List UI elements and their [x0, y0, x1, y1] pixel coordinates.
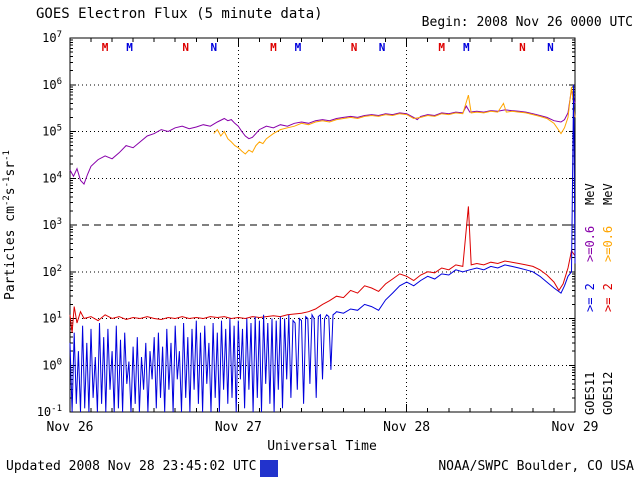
y-tick-label: 102 [42, 264, 62, 279]
satellite-noon-marker: N [547, 41, 554, 54]
series-goes11-2-mev [69, 84, 576, 413]
x-tick-label: Nov 28 [383, 420, 430, 435]
satellite-midnight-marker: M [102, 41, 109, 54]
satellite-noon-marker: N [210, 41, 217, 54]
satellite-noon-marker: N [379, 41, 386, 54]
y-tick-label: 10-1 [37, 404, 62, 419]
satellite-midnight-marker: M [438, 41, 445, 54]
y-tick-label: 104 [42, 170, 62, 185]
series-goes11-0-6-mev [69, 89, 576, 186]
y-tick-label: 107 [42, 30, 62, 45]
y-tick-label: 101 [42, 311, 62, 326]
satellite-noon-marker: N [182, 41, 189, 54]
series-goes12-2-mev [69, 206, 576, 333]
x-tick-label: Nov 26 [47, 420, 94, 435]
legend-satellite-label: GOES11 [583, 372, 597, 415]
begin-timestamp: Begin: 2008 Nov 26 0000 UTC [422, 15, 633, 30]
x-tick-label: Nov 29 [552, 420, 599, 435]
series-goes12-0-6-mev [213, 86, 576, 155]
satellite-noon-marker: N [351, 41, 358, 54]
credit-label: NOAA/SWPC Boulder, CO USA [438, 459, 634, 474]
y-tick-label: 100 [42, 357, 62, 372]
legend-energy-gt2: >= 2 [583, 283, 597, 312]
legend-satellite-label: GOES12 [601, 372, 615, 415]
legend-unit-label: MeV [601, 183, 615, 205]
legend-energy-gt06: >=0.6 [601, 226, 615, 262]
plot-area: M M N N M M N N M M N N 10-1 100 101 102 103 104 105 106 107… [2, 30, 615, 435]
y-tick-label: 106 [42, 77, 62, 92]
satellite-noon-marker: N [519, 41, 526, 54]
x-axis-label: Universal Time [267, 439, 377, 454]
legend-energy-gt2: >= 2 [601, 283, 615, 312]
satellite-midnight-marker: M [295, 41, 302, 54]
updated-timestamp: Updated 2008 Nov 28 23:45:02 UTC [6, 459, 256, 474]
y-tick-label: 103 [42, 217, 62, 232]
satellite-midnight-marker: M [270, 41, 277, 54]
chart-title: GOES Electron Flux (5 minute data) [36, 6, 323, 22]
y-tick-label: 105 [42, 124, 62, 139]
y-axis-label: Particles cm-2s-1sr-1 [2, 150, 18, 300]
legend-energy-gt06: >=0.6 [583, 226, 597, 262]
satellite-midnight-marker: M [463, 41, 470, 54]
blue-box [260, 460, 278, 477]
satellite-midnight-marker: M [126, 41, 133, 54]
x-tick-label: Nov 27 [215, 420, 262, 435]
legend-unit-label: MeV [583, 183, 597, 205]
